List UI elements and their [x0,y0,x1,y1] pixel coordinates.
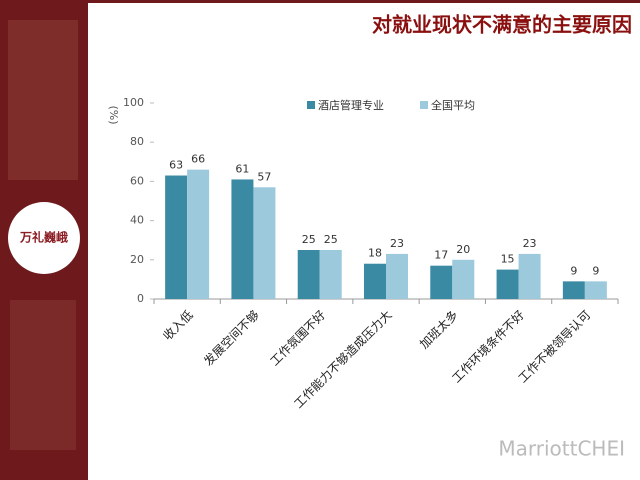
value-label: 61 [235,162,249,175]
chart-title: 对就业现状不满意的主要原因 [372,13,632,37]
y-axis-label: (%) [107,105,120,124]
bar [386,253,408,299]
value-label: 25 [324,233,338,246]
side-decor [8,20,78,180]
y-tick-label: 80 [130,135,144,148]
watermark: MarriottCHEI [498,437,625,461]
y-tick-label: 40 [130,214,144,227]
legend-label: 酒店管理专业 [318,98,384,112]
top-rule [88,0,640,3]
value-label: 57 [257,170,271,183]
legend-label: 全国平均 [431,98,475,112]
bar [430,265,453,299]
legend-swatch [420,101,428,109]
y-tick-label: 60 [130,174,144,187]
value-label: 9 [592,264,599,277]
value-label: 25 [302,233,316,246]
bar [496,269,519,299]
bar [165,175,188,299]
y-tick-label: 20 [130,253,144,266]
value-label: 15 [501,253,515,266]
bar [297,250,320,299]
legend-swatch [307,101,315,109]
side-decor [10,300,76,450]
bar [319,250,342,299]
bar [187,169,210,299]
value-label: 66 [191,153,205,166]
value-label: 18 [368,247,382,260]
value-label: 20 [456,243,470,256]
bar [452,259,475,299]
bar [364,263,386,299]
bar [253,187,276,299]
value-label: 63 [169,159,183,172]
y-tick-label: 0 [137,292,144,305]
y-tick-label: 100 [123,96,144,109]
bar [518,253,541,299]
value-label: 23 [523,237,537,250]
bar [584,281,607,299]
value-label: 23 [390,237,404,250]
logo-circle [8,202,80,274]
value-label: 9 [570,264,577,277]
logo-text: 万礼巍峨 [19,230,68,245]
bar [562,281,585,299]
value-label: 17 [434,249,448,262]
bar [231,179,254,299]
